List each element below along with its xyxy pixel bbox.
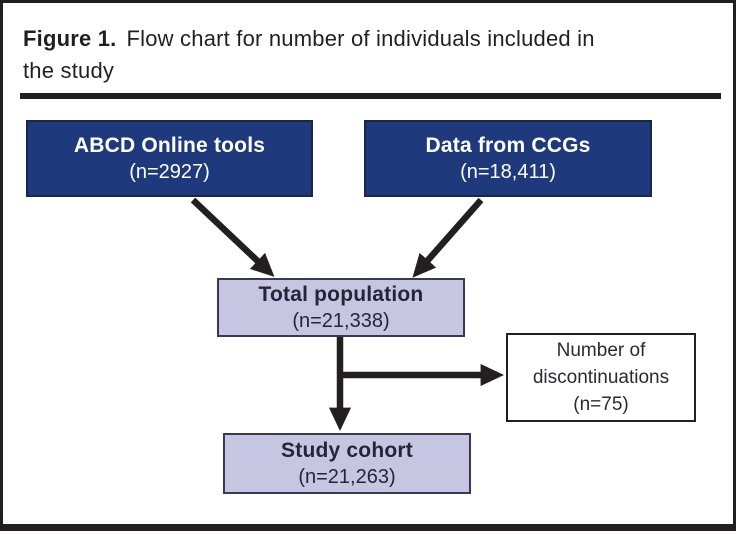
node-count: (n=2927) <box>129 160 210 183</box>
figure-title: Figure 1. Flow chart for number of indivi… <box>23 23 723 87</box>
flow-node-total-population: Total population (n=21,338) <box>217 278 465 337</box>
arrow-ccgs-to-total <box>412 197 484 278</box>
node-count: (n=75) <box>573 394 629 415</box>
flowchart-arrows <box>190 197 504 431</box>
node-label-line1: Number of <box>556 340 646 361</box>
node-count: (n=21,263) <box>298 465 396 488</box>
figure-label: Figure 1. <box>23 26 117 51</box>
node-label: Study cohort <box>281 438 413 462</box>
node-label: Total population <box>258 282 424 306</box>
title-divider-rule <box>20 93 721 99</box>
node-label: ABCD Online tools <box>73 133 266 157</box>
node-count: (n=18,411) <box>460 160 556 183</box>
flow-node-study-cohort: Study cohort (n=21,263) <box>223 433 471 494</box>
node-count: (n=21,338) <box>292 309 390 332</box>
arrow-abcd-to-total <box>190 197 275 277</box>
figure-title-line2: the study <box>23 58 115 83</box>
figure-title-line1: Flow chart for number of individuals inc… <box>126 26 595 51</box>
flow-node-discontinuations: Number of discontinuations (n=75) <box>506 333 696 422</box>
node-label: Data from CCGs <box>425 133 591 157</box>
flow-node-data-from-ccgs: Data from CCGs (n=18,411) <box>364 120 652 197</box>
node-label-line2: discontinuations <box>532 367 670 388</box>
flow-node-abcd-online-tools: ABCD Online tools (n=2927) <box>26 120 313 197</box>
